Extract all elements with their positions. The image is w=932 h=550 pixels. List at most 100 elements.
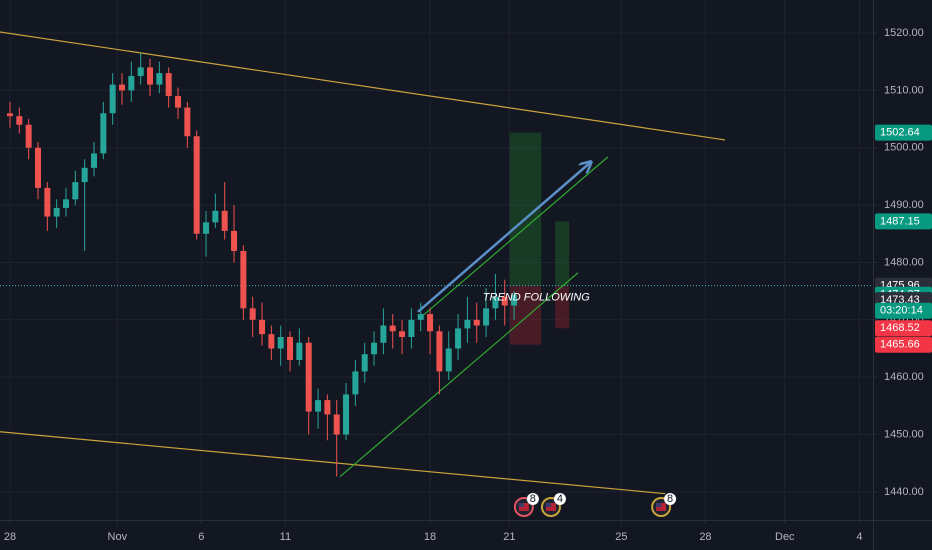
candle-body bbox=[91, 153, 98, 168]
y-tick-label: 1500.00 bbox=[884, 142, 924, 154]
candle-body bbox=[184, 107, 191, 137]
trendline bbox=[419, 156, 609, 319]
x-tick-label: 11 bbox=[280, 531, 291, 543]
candle-body bbox=[399, 331, 406, 338]
candle-body bbox=[240, 250, 247, 309]
candle-body bbox=[128, 76, 135, 91]
candle-body bbox=[203, 222, 210, 234]
price-tag bbox=[875, 213, 932, 230]
y-tick-label: 1450.00 bbox=[884, 428, 924, 440]
candle-body bbox=[352, 371, 359, 395]
candle-body bbox=[81, 167, 88, 183]
candle-body bbox=[25, 124, 32, 148]
candle-body bbox=[231, 230, 238, 251]
price-tag bbox=[875, 320, 932, 337]
candle-body bbox=[483, 308, 490, 326]
event-badge-count: 8 bbox=[667, 493, 673, 505]
x-tick-label: 4 bbox=[856, 531, 862, 543]
event-flag-canton bbox=[545, 503, 551, 507]
price-tag-label: 1502.64 bbox=[880, 126, 920, 138]
price-tag-label: 1465.66 bbox=[880, 339, 920, 351]
price-tag-label: 1487.15 bbox=[880, 215, 920, 227]
candle-body bbox=[165, 73, 172, 97]
candle-body bbox=[492, 296, 499, 309]
x-tick-label: 28 bbox=[699, 531, 711, 543]
candle-body bbox=[305, 342, 312, 412]
price-tag bbox=[875, 124, 932, 141]
candle-body bbox=[34, 147, 41, 188]
candle-body bbox=[109, 84, 116, 114]
candle-body bbox=[371, 342, 378, 355]
trendline bbox=[0, 31, 726, 141]
candle-body bbox=[389, 325, 396, 332]
candle-body bbox=[287, 337, 294, 360]
candle-body bbox=[268, 334, 275, 349]
event-badge bbox=[526, 493, 539, 505]
candle-body bbox=[296, 342, 303, 360]
loss-zone bbox=[555, 285, 570, 329]
candle-body bbox=[175, 96, 182, 108]
profit-zone bbox=[555, 221, 570, 286]
y-tick-label: 1510.00 bbox=[884, 84, 924, 96]
candle-body bbox=[16, 116, 23, 125]
arrow bbox=[417, 163, 590, 313]
candle-body bbox=[380, 325, 387, 343]
candle-body bbox=[137, 67, 144, 77]
x-tick-label: 21 bbox=[503, 531, 515, 543]
candle-body bbox=[464, 319, 471, 329]
event-badge-count: 8 bbox=[530, 493, 536, 505]
candle-body bbox=[511, 294, 518, 306]
candle-body bbox=[436, 331, 443, 372]
candle-body bbox=[221, 210, 228, 231]
candle-body bbox=[445, 348, 452, 372]
y-tick-label: 1460.00 bbox=[884, 371, 924, 383]
candle-body bbox=[249, 308, 256, 320]
x-tick-label: Nov bbox=[108, 531, 128, 543]
event-badge bbox=[664, 493, 677, 505]
candle-body bbox=[343, 394, 350, 435]
candle-body bbox=[324, 400, 331, 415]
x-tick-label: 25 bbox=[615, 531, 627, 543]
candle-body bbox=[315, 400, 322, 412]
candle-body bbox=[427, 314, 434, 332]
x-tick-label: 28 bbox=[4, 531, 16, 543]
y-tick-label: 1520.00 bbox=[884, 27, 924, 39]
trendline bbox=[339, 272, 579, 478]
price-tag-label: 1468.52 bbox=[880, 322, 920, 334]
event-badge-count: 4 bbox=[557, 493, 563, 505]
countdown: 03:20:14 bbox=[880, 305, 923, 317]
x-tick-label: Dec bbox=[775, 531, 795, 543]
event-badge bbox=[553, 493, 566, 505]
trendline bbox=[0, 431, 666, 495]
event-flag-canton bbox=[518, 503, 524, 507]
candle-body bbox=[408, 319, 415, 338]
candle-body bbox=[100, 113, 107, 154]
event-flag-canton bbox=[656, 503, 662, 507]
candle-body bbox=[361, 354, 368, 372]
y-tick-label: 1440.00 bbox=[884, 486, 924, 498]
countdown-tag bbox=[875, 302, 932, 319]
x-tick-label: 18 bbox=[424, 531, 436, 543]
candle-body bbox=[62, 199, 69, 208]
candle-body bbox=[193, 136, 200, 234]
candle-body bbox=[259, 319, 266, 335]
candle-body bbox=[147, 67, 154, 85]
candle-body bbox=[6, 113, 13, 117]
candle-body bbox=[72, 182, 79, 200]
candle-body bbox=[156, 73, 163, 85]
candle-body bbox=[417, 314, 424, 320]
annotation: TREND FOLLOWING bbox=[483, 291, 590, 303]
price-tag bbox=[875, 336, 932, 353]
candle-body bbox=[119, 84, 126, 91]
candle-body bbox=[333, 414, 340, 435]
y-tick-label: 1490.00 bbox=[884, 199, 924, 211]
x-tick-label: 6 bbox=[198, 531, 204, 543]
candle-body bbox=[473, 319, 480, 326]
candle-body bbox=[277, 337, 284, 349]
candle-body bbox=[44, 187, 51, 217]
y-tick-label: 1480.00 bbox=[884, 256, 924, 268]
candle-body bbox=[53, 207, 60, 217]
candle-body bbox=[501, 296, 508, 306]
